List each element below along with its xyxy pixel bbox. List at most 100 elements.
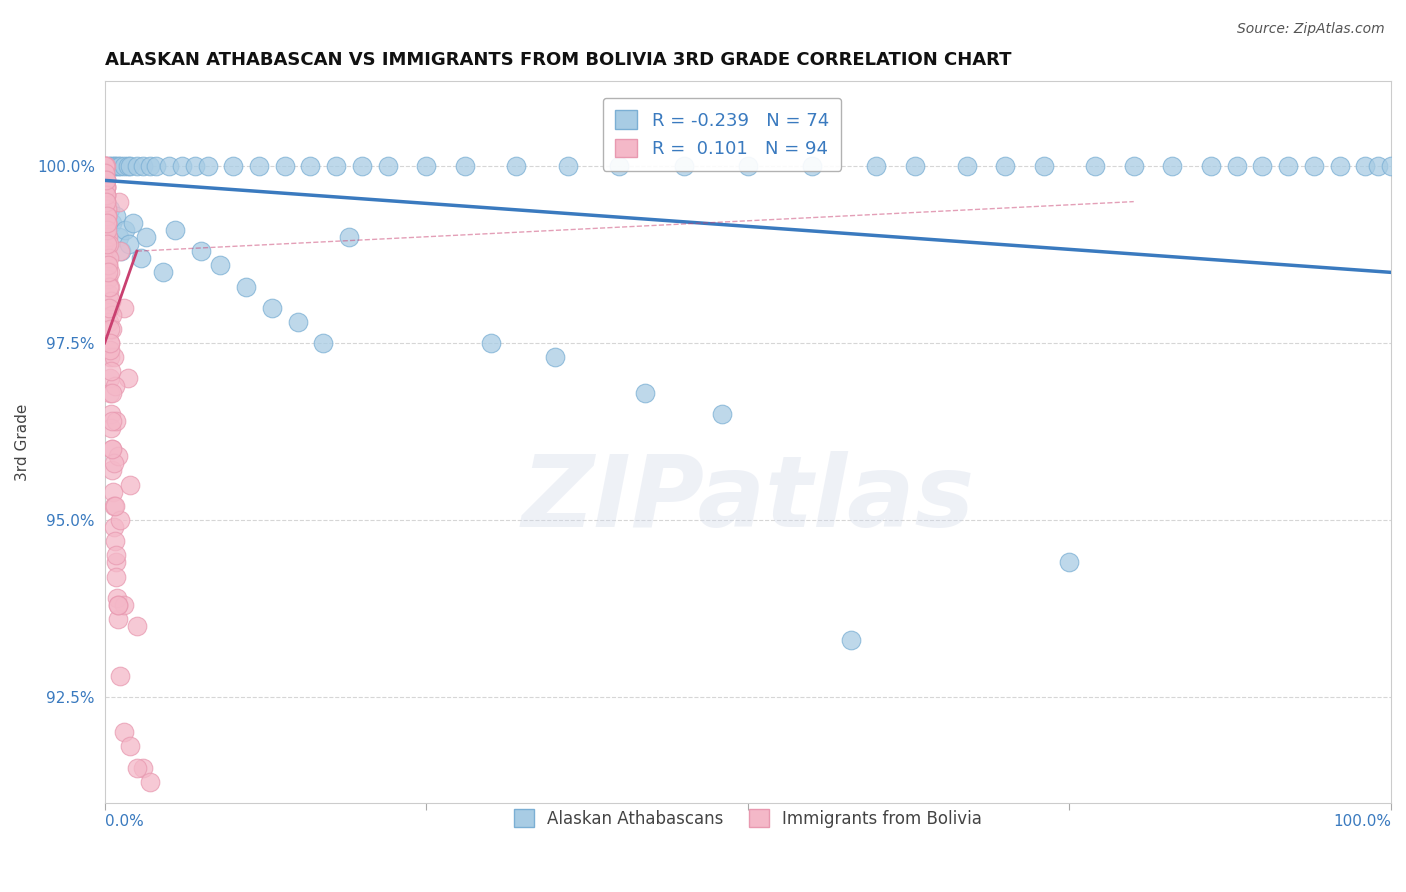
Point bbox=[108, 244, 131, 259]
Point bbox=[103, 456, 125, 470]
Point bbox=[260, 301, 283, 315]
Point bbox=[100, 407, 122, 421]
Point bbox=[118, 237, 141, 252]
Text: 0.0%: 0.0% bbox=[104, 814, 143, 829]
Point bbox=[132, 159, 155, 173]
Point bbox=[112, 598, 135, 612]
Point bbox=[138, 774, 160, 789]
Point bbox=[96, 216, 118, 230]
Point bbox=[96, 194, 118, 209]
Text: ZIPatlas: ZIPatlas bbox=[522, 451, 974, 549]
Point bbox=[103, 499, 125, 513]
Point bbox=[98, 336, 121, 351]
Point bbox=[96, 209, 118, 223]
Point bbox=[235, 279, 257, 293]
Point bbox=[100, 308, 122, 322]
Point bbox=[101, 414, 124, 428]
Point bbox=[98, 371, 121, 385]
Point bbox=[1226, 159, 1249, 173]
Point bbox=[299, 159, 322, 173]
Point bbox=[96, 209, 118, 223]
Point bbox=[801, 159, 824, 173]
Point bbox=[100, 279, 122, 293]
Point bbox=[117, 159, 139, 173]
Point bbox=[98, 251, 121, 265]
Point bbox=[104, 159, 127, 173]
Point bbox=[100, 293, 122, 308]
Point bbox=[190, 244, 212, 259]
Point bbox=[994, 159, 1017, 173]
Point bbox=[132, 761, 155, 775]
Point bbox=[96, 194, 118, 209]
Point bbox=[94, 187, 117, 202]
Point bbox=[100, 364, 122, 378]
Point bbox=[1032, 159, 1054, 173]
Point bbox=[96, 230, 118, 244]
Point bbox=[104, 556, 127, 570]
Point bbox=[107, 612, 129, 626]
Point bbox=[122, 216, 145, 230]
Point bbox=[98, 202, 121, 216]
Point bbox=[117, 371, 139, 385]
Point bbox=[103, 520, 125, 534]
Point bbox=[97, 230, 120, 244]
Point bbox=[94, 187, 117, 202]
Point bbox=[94, 159, 117, 173]
Point bbox=[247, 159, 270, 173]
Point bbox=[114, 223, 136, 237]
Point bbox=[96, 202, 118, 216]
Point bbox=[152, 265, 174, 279]
Point bbox=[108, 159, 131, 173]
Point bbox=[672, 159, 695, 173]
Point bbox=[96, 187, 118, 202]
Point bbox=[120, 477, 142, 491]
Point bbox=[94, 180, 117, 194]
Point bbox=[112, 159, 135, 173]
Point bbox=[108, 230, 131, 244]
Point bbox=[94, 166, 117, 180]
Point bbox=[100, 442, 122, 457]
Point bbox=[454, 159, 477, 173]
Point bbox=[96, 216, 118, 230]
Point bbox=[94, 180, 117, 194]
Point bbox=[96, 202, 118, 216]
Point bbox=[222, 159, 245, 173]
Point bbox=[97, 258, 120, 272]
Point bbox=[94, 173, 117, 187]
Text: Source: ZipAtlas.com: Source: ZipAtlas.com bbox=[1237, 22, 1385, 37]
Point bbox=[97, 237, 120, 252]
Point bbox=[100, 159, 122, 173]
Point bbox=[557, 159, 579, 173]
Point bbox=[1161, 159, 1184, 173]
Point bbox=[505, 159, 527, 173]
Point bbox=[197, 159, 219, 173]
Point bbox=[105, 209, 128, 223]
Point bbox=[737, 159, 759, 173]
Point bbox=[98, 265, 121, 279]
Point bbox=[94, 159, 117, 173]
Point bbox=[1122, 159, 1144, 173]
Point bbox=[107, 450, 129, 464]
Point bbox=[104, 378, 127, 392]
Point bbox=[1329, 159, 1351, 173]
Point bbox=[97, 159, 120, 173]
Point bbox=[105, 591, 128, 605]
Point bbox=[101, 216, 124, 230]
Point bbox=[107, 598, 129, 612]
Point bbox=[1367, 159, 1389, 173]
Point bbox=[125, 619, 148, 633]
Point bbox=[108, 668, 131, 682]
Point bbox=[94, 166, 117, 180]
Point bbox=[170, 159, 193, 173]
Legend: Alaskan Athabascans, Immigrants from Bolivia: Alaskan Athabascans, Immigrants from Bol… bbox=[508, 803, 988, 834]
Point bbox=[120, 739, 142, 754]
Point bbox=[101, 442, 124, 457]
Point bbox=[904, 159, 927, 173]
Point bbox=[209, 258, 232, 272]
Point bbox=[100, 343, 122, 358]
Point bbox=[105, 549, 128, 563]
Point bbox=[274, 159, 297, 173]
Point bbox=[98, 351, 121, 365]
Point bbox=[98, 322, 121, 336]
Point bbox=[94, 173, 117, 187]
